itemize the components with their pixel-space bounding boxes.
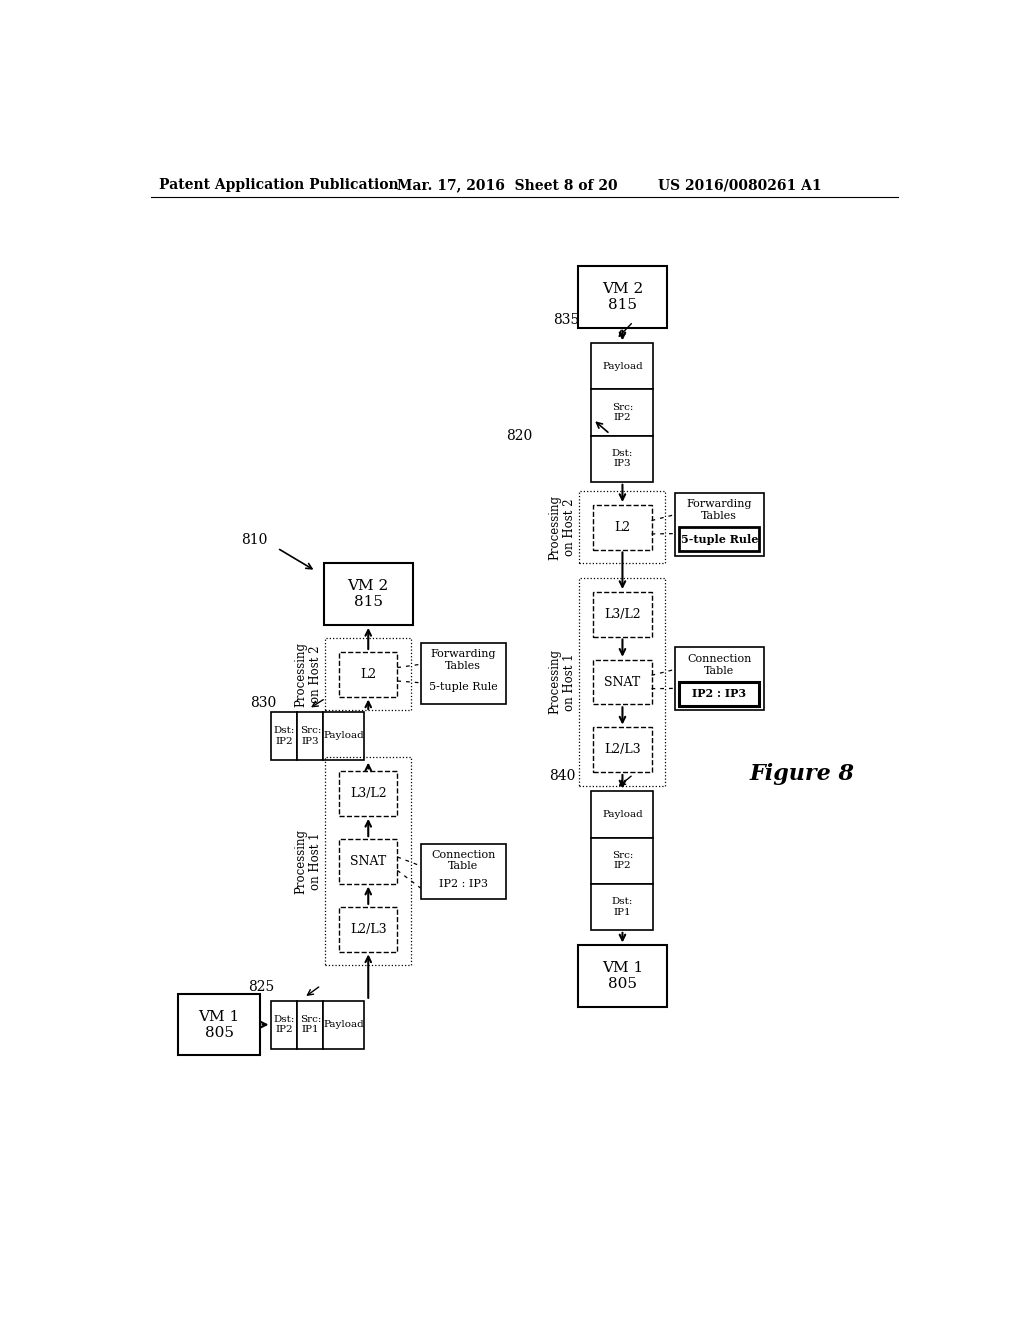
Text: VM 1
805: VM 1 805: [199, 1010, 240, 1040]
Bar: [592, 838, 653, 884]
Text: 820: 820: [506, 429, 532, 442]
Bar: [679, 527, 759, 552]
Text: US 2016/0080261 A1: US 2016/0080261 A1: [658, 178, 822, 193]
Text: Src:
IP3: Src: IP3: [300, 726, 322, 746]
Text: 835: 835: [553, 313, 579, 327]
Text: 810: 810: [241, 533, 267, 548]
Text: SNAT: SNAT: [604, 676, 641, 689]
Text: Dst:
IP2: Dst: IP2: [273, 1015, 295, 1035]
Bar: [592, 792, 653, 838]
Text: L3/L2: L3/L2: [350, 787, 387, 800]
Text: L3/L2: L3/L2: [604, 607, 641, 620]
Text: Payload: Payload: [324, 1020, 365, 1030]
Text: Dst:
IP3: Dst: IP3: [611, 449, 633, 469]
Bar: [271, 711, 297, 760]
Text: L2: L2: [360, 668, 376, 681]
Text: IP2 : IP3: IP2 : IP3: [438, 879, 487, 888]
Text: L2/L3: L2/L3: [604, 743, 641, 756]
Text: VM 1
805: VM 1 805: [602, 961, 643, 991]
Text: 5-tuple Rule: 5-tuple Rule: [429, 682, 498, 692]
Bar: [578, 267, 667, 327]
Bar: [593, 660, 651, 705]
Text: Processing
on Host 1: Processing on Host 1: [294, 829, 323, 894]
Text: Src:
IP2: Src: IP2: [611, 851, 633, 870]
Bar: [339, 840, 397, 884]
Text: Src:
IP1: Src: IP1: [300, 1015, 322, 1035]
Text: L2: L2: [614, 520, 631, 533]
Text: Payload: Payload: [602, 362, 643, 371]
Text: L2/L3: L2/L3: [350, 923, 387, 936]
Bar: [324, 564, 413, 626]
Bar: [297, 1001, 324, 1048]
Bar: [324, 711, 365, 760]
Bar: [593, 506, 651, 549]
Bar: [578, 945, 667, 1007]
Text: Payload: Payload: [602, 810, 643, 818]
Text: VM 2
815: VM 2 815: [347, 579, 389, 610]
Text: Forwarding
Tables: Forwarding Tables: [686, 499, 752, 521]
Text: Connection
Table: Connection Table: [687, 655, 752, 676]
Text: Forwarding
Tables: Forwarding Tables: [430, 649, 496, 671]
Bar: [679, 682, 759, 706]
Text: 5-tuple Rule: 5-tuple Rule: [681, 533, 758, 545]
Text: Payload: Payload: [324, 731, 365, 741]
Text: VM 2
815: VM 2 815: [602, 282, 643, 312]
Text: Mar. 17, 2016  Sheet 8 of 20: Mar. 17, 2016 Sheet 8 of 20: [397, 178, 618, 193]
Bar: [339, 652, 397, 697]
Text: Figure 8: Figure 8: [750, 763, 855, 785]
Bar: [675, 492, 764, 556]
Text: Src:
IP2: Src: IP2: [611, 403, 633, 422]
Text: 840: 840: [549, 770, 575, 783]
Bar: [178, 994, 260, 1056]
Bar: [421, 643, 506, 705]
Bar: [592, 389, 653, 436]
Text: Dst:
IP1: Dst: IP1: [611, 898, 633, 916]
Bar: [592, 884, 653, 929]
Text: 830: 830: [250, 696, 275, 710]
Text: Dst:
IP2: Dst: IP2: [273, 726, 295, 746]
Bar: [421, 843, 506, 899]
Bar: [593, 727, 651, 772]
Text: SNAT: SNAT: [350, 855, 386, 869]
Text: Processing
on Host 2: Processing on Host 2: [549, 495, 577, 560]
Bar: [593, 591, 651, 636]
Bar: [339, 907, 397, 952]
Text: Processing
on Host 1: Processing on Host 1: [549, 649, 577, 714]
Text: Connection
Table: Connection Table: [431, 850, 496, 871]
Bar: [271, 1001, 297, 1048]
Text: Patent Application Publication: Patent Application Publication: [160, 178, 399, 193]
Bar: [592, 436, 653, 482]
Bar: [592, 343, 653, 389]
Bar: [297, 711, 324, 760]
Bar: [675, 647, 764, 710]
Bar: [339, 771, 397, 816]
Text: 825: 825: [248, 979, 274, 994]
Bar: [324, 1001, 365, 1048]
Text: Processing
on Host 2: Processing on Host 2: [294, 642, 323, 706]
Text: IP2 : IP3: IP2 : IP3: [692, 688, 746, 700]
